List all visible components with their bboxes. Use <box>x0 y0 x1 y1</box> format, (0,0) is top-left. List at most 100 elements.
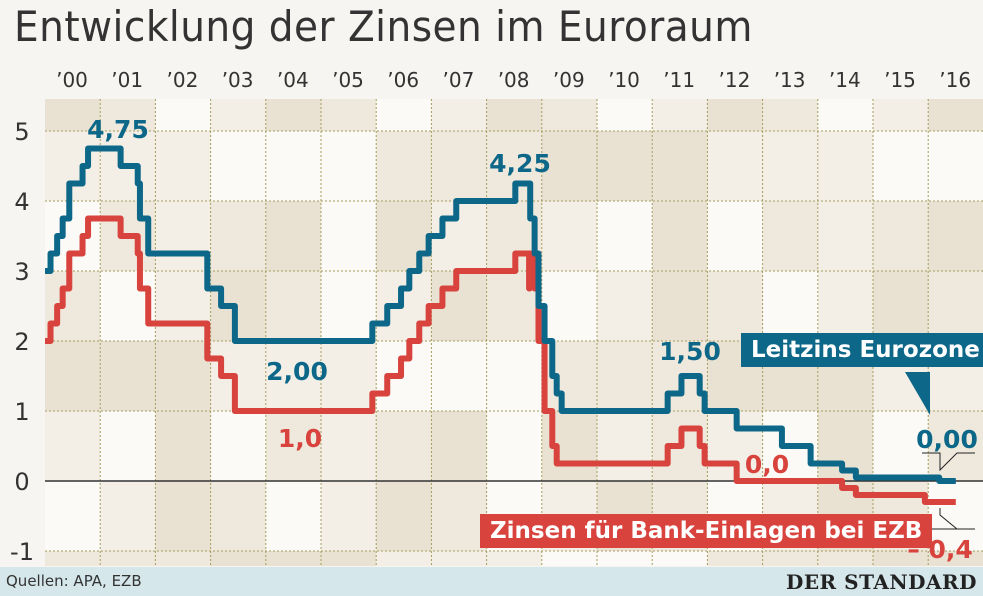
grid-cell <box>486 341 542 411</box>
grid-cell <box>210 131 266 201</box>
grid-cell <box>431 99 487 131</box>
grid-cell <box>652 99 708 131</box>
grid-cell <box>100 99 156 131</box>
data-label: 4,25 <box>489 149 551 178</box>
grid-cell <box>597 131 653 201</box>
grid-cell <box>928 271 983 341</box>
chart-title: Entwicklung der Zinsen im Euroraum <box>14 2 753 51</box>
grid-cell <box>321 341 377 411</box>
data-label: 0,0 <box>745 450 789 479</box>
grid-cell <box>155 99 211 131</box>
grid-cell <box>541 271 598 341</box>
x-tick-label: ’10 <box>608 68 640 92</box>
grid-cell <box>45 481 101 551</box>
grid-cell <box>873 201 929 271</box>
grid-cell <box>541 201 598 271</box>
grid-cell <box>100 481 156 551</box>
grid-cell <box>155 201 211 271</box>
grid-cell <box>155 551 211 566</box>
grid-cell <box>928 99 983 131</box>
x-tick-label: ’12 <box>718 68 750 92</box>
grid-cell <box>155 131 211 201</box>
callout-pointer <box>905 372 930 415</box>
grid-cell <box>762 131 818 201</box>
grid-cell <box>762 99 818 131</box>
grid-cell <box>597 271 653 341</box>
grid-cell <box>597 551 653 566</box>
grid-cell <box>321 131 377 201</box>
grid-cell <box>873 271 929 341</box>
grid-cell <box>100 551 156 566</box>
grid-cell <box>707 131 763 201</box>
grid-cell <box>321 99 377 131</box>
x-tick-label: ’15 <box>884 68 916 92</box>
grid-cell <box>265 411 322 481</box>
grid-cell <box>265 551 322 566</box>
grid-cell <box>45 131 101 201</box>
y-tick-label: 0 <box>14 468 29 496</box>
x-tick-label: ’06 <box>387 68 419 92</box>
data-label: 2,00 <box>266 357 328 386</box>
data-label: 0,00 <box>916 425 978 454</box>
grid-cell <box>597 201 653 271</box>
y-tick-label: 1 <box>14 398 29 426</box>
grid-cell <box>100 341 156 411</box>
grid-cell <box>431 341 487 411</box>
grid-cell <box>817 131 874 201</box>
grid-cell <box>376 99 432 131</box>
grid-cell <box>928 201 983 271</box>
data-label: 1,0 <box>278 424 322 453</box>
grid-cell <box>376 201 432 271</box>
x-tick-label: ’11 <box>663 68 695 92</box>
grid-cell <box>265 481 322 551</box>
grid-cell <box>928 131 983 201</box>
y-tick-label: 4 <box>14 188 29 216</box>
grid-cell <box>762 201 818 271</box>
grid-cell <box>431 131 487 201</box>
grid-cell <box>817 551 874 566</box>
grid-cell <box>486 411 542 481</box>
grid-cell <box>210 99 266 131</box>
source-note: Quellen: APA, EZB <box>6 572 142 590</box>
grid-cell <box>265 341 322 411</box>
legend-einlagen: Zinsen für Bank-Einlagen bei EZB <box>480 514 933 548</box>
grid-cell <box>321 271 377 341</box>
y-tick-label: -1 <box>10 538 34 566</box>
grid-cell <box>817 99 874 131</box>
grid-cell <box>762 551 818 566</box>
grid-cell <box>321 551 377 566</box>
grid-cell <box>210 411 266 481</box>
x-tick-label: ’03 <box>222 68 254 92</box>
grid-cell <box>210 201 266 271</box>
grid-cell <box>431 481 487 551</box>
brand-logo: DER STANDARD <box>785 570 977 594</box>
grid-cell <box>707 99 763 131</box>
grid-cell <box>652 131 708 201</box>
grid-cell <box>45 551 101 566</box>
grid-cell <box>652 551 708 566</box>
x-tick-label: ’00 <box>56 68 88 92</box>
grid-cell <box>873 131 929 201</box>
grid-cell <box>45 99 101 131</box>
grid-cell <box>707 551 763 566</box>
x-tick-label: ’08 <box>498 68 530 92</box>
leader-line-leitzins <box>922 452 975 472</box>
grid-cell <box>45 411 101 481</box>
grid-cell <box>376 411 432 481</box>
grid-cell <box>376 481 432 551</box>
legend-leitzins: Leitzins Eurozone <box>741 333 983 367</box>
grid-cell <box>376 131 432 201</box>
grid-cell <box>321 411 377 481</box>
grid-cell <box>265 271 322 341</box>
x-tick-label: ’07 <box>442 68 474 92</box>
x-tick-label: ’05 <box>332 68 364 92</box>
grid-cell <box>431 551 487 566</box>
y-tick-label: 3 <box>14 258 29 286</box>
y-tick-label: 5 <box>14 118 29 146</box>
series-line-einlagen <box>45 215 956 505</box>
grid-cell <box>210 551 266 566</box>
grid-cell <box>707 201 763 271</box>
x-tick-label: ’09 <box>553 68 585 92</box>
grid-cell <box>155 481 211 551</box>
